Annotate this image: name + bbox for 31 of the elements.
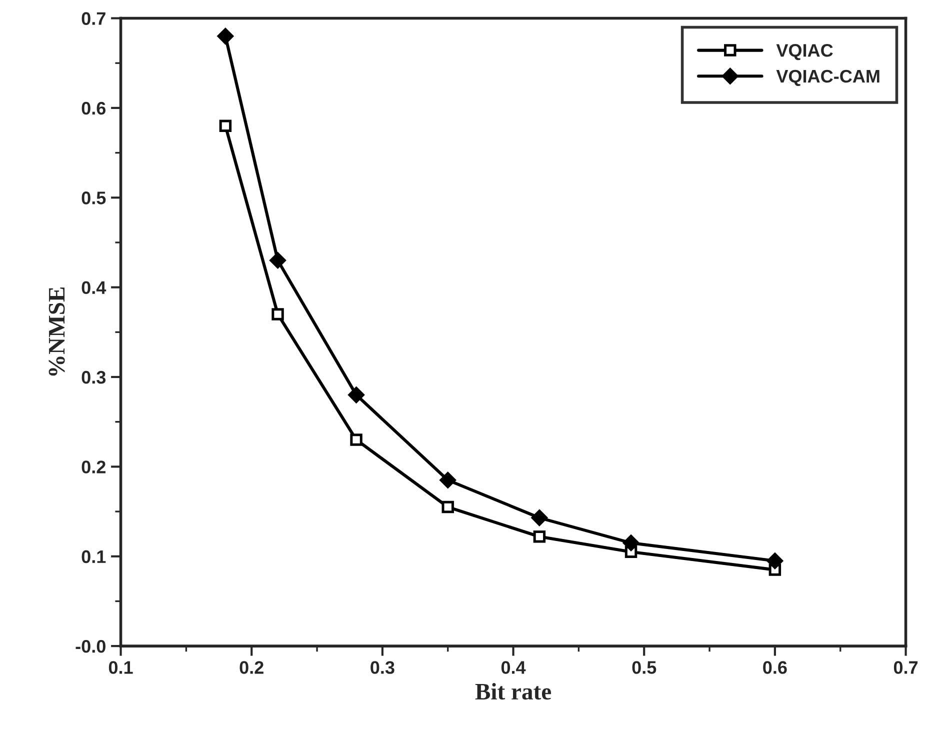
point <box>440 472 456 488</box>
y-axis-title: %NMSE <box>48 287 65 376</box>
y-tick-label: 0.5 <box>82 192 106 204</box>
point <box>219 120 232 132</box>
point <box>272 308 284 320</box>
point <box>533 530 546 543</box>
x-tick-label: 0.3 <box>370 661 394 674</box>
y-tick-label: 0.4 <box>82 281 106 294</box>
point <box>217 28 234 44</box>
y-tick-label: 0.1 <box>82 550 106 564</box>
point <box>622 534 640 552</box>
x-axis-title: Bit rate <box>475 683 552 700</box>
legend-label: VQIAC <box>776 44 833 60</box>
point <box>348 386 364 404</box>
point <box>442 500 454 514</box>
x-tick-label: 0.2 <box>240 661 264 674</box>
legend-label: VQIAC-CAM <box>776 70 880 86</box>
y-tick-label: 0.3 <box>82 370 106 384</box>
point <box>270 252 286 269</box>
x-tick-label: 0.7 <box>894 661 918 674</box>
x-tick-label: 0.4 <box>501 661 526 674</box>
point <box>350 434 362 446</box>
x-tick-label: 0.5 <box>632 661 656 674</box>
y-tick-label: 0.7 <box>82 12 106 25</box>
y-tick-label: -0.0 <box>76 640 106 653</box>
x-tick-label: 0.6 <box>763 661 787 674</box>
y-tick-label: 0.6 <box>82 102 106 115</box>
point <box>766 552 784 569</box>
x-tick-label: 0.1 <box>108 661 133 674</box>
point <box>531 510 548 526</box>
y-tick-label: 0.2 <box>82 460 106 474</box>
